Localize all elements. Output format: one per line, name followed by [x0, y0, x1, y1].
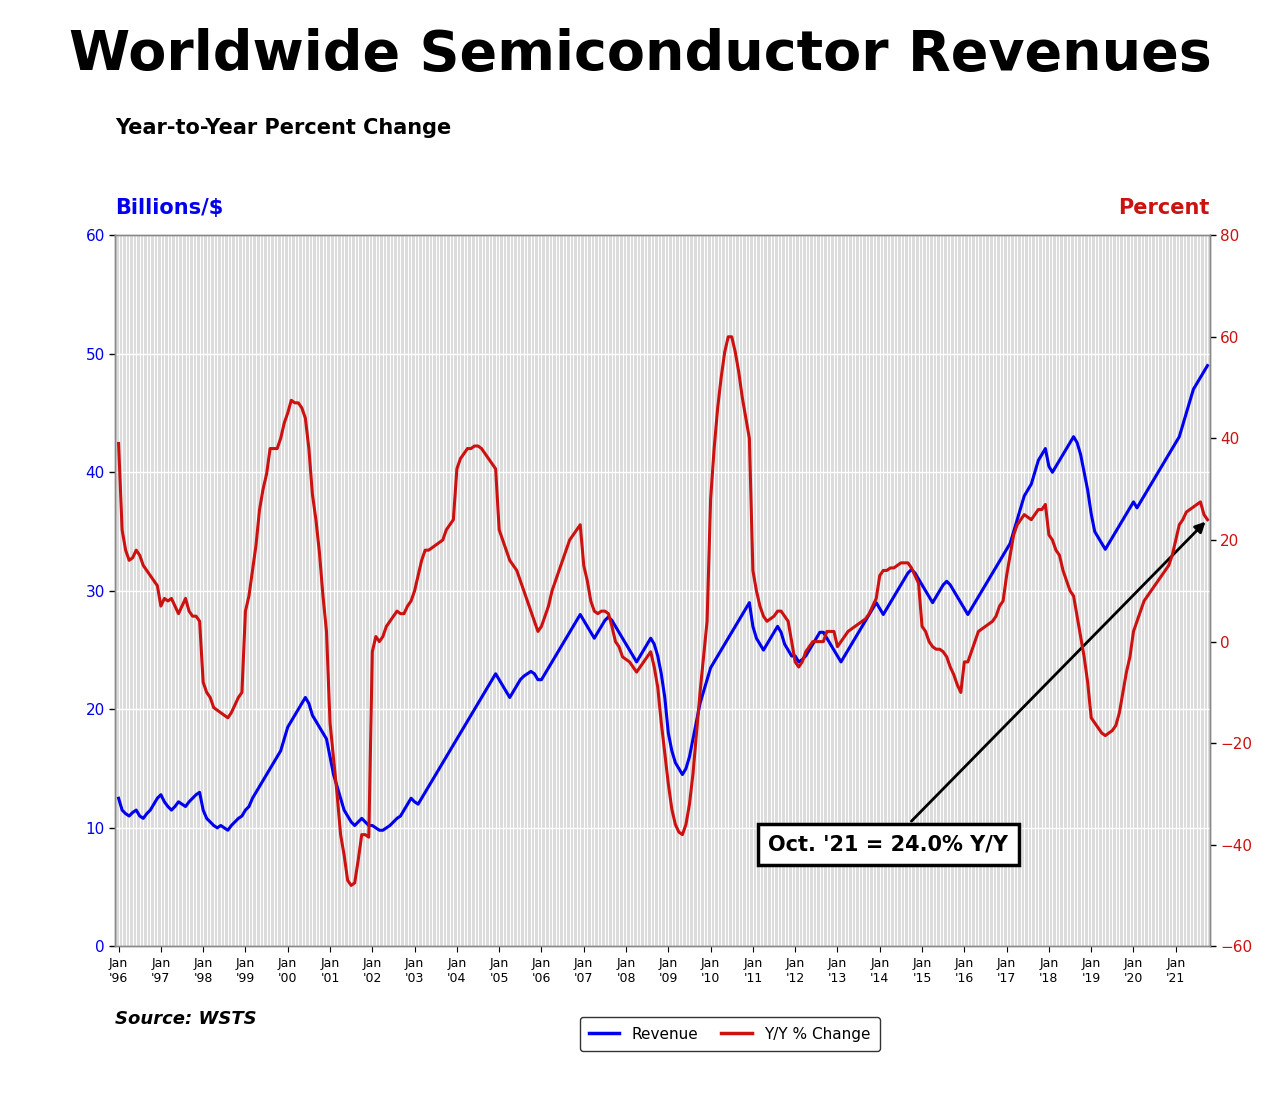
- Text: Percent: Percent: [1119, 198, 1210, 218]
- Legend: Revenue, Y/Y % Change: Revenue, Y/Y % Change: [580, 1017, 879, 1051]
- Text: Source: WSTS: Source: WSTS: [115, 1010, 257, 1028]
- Text: Year-to-Year Percent Change: Year-to-Year Percent Change: [115, 118, 452, 138]
- Text: Billions/$: Billions/$: [115, 198, 224, 218]
- Text: Worldwide Semiconductor Revenues: Worldwide Semiconductor Revenues: [69, 28, 1211, 82]
- Text: Oct. '21 = 24.0% Y/Y: Oct. '21 = 24.0% Y/Y: [768, 524, 1203, 855]
